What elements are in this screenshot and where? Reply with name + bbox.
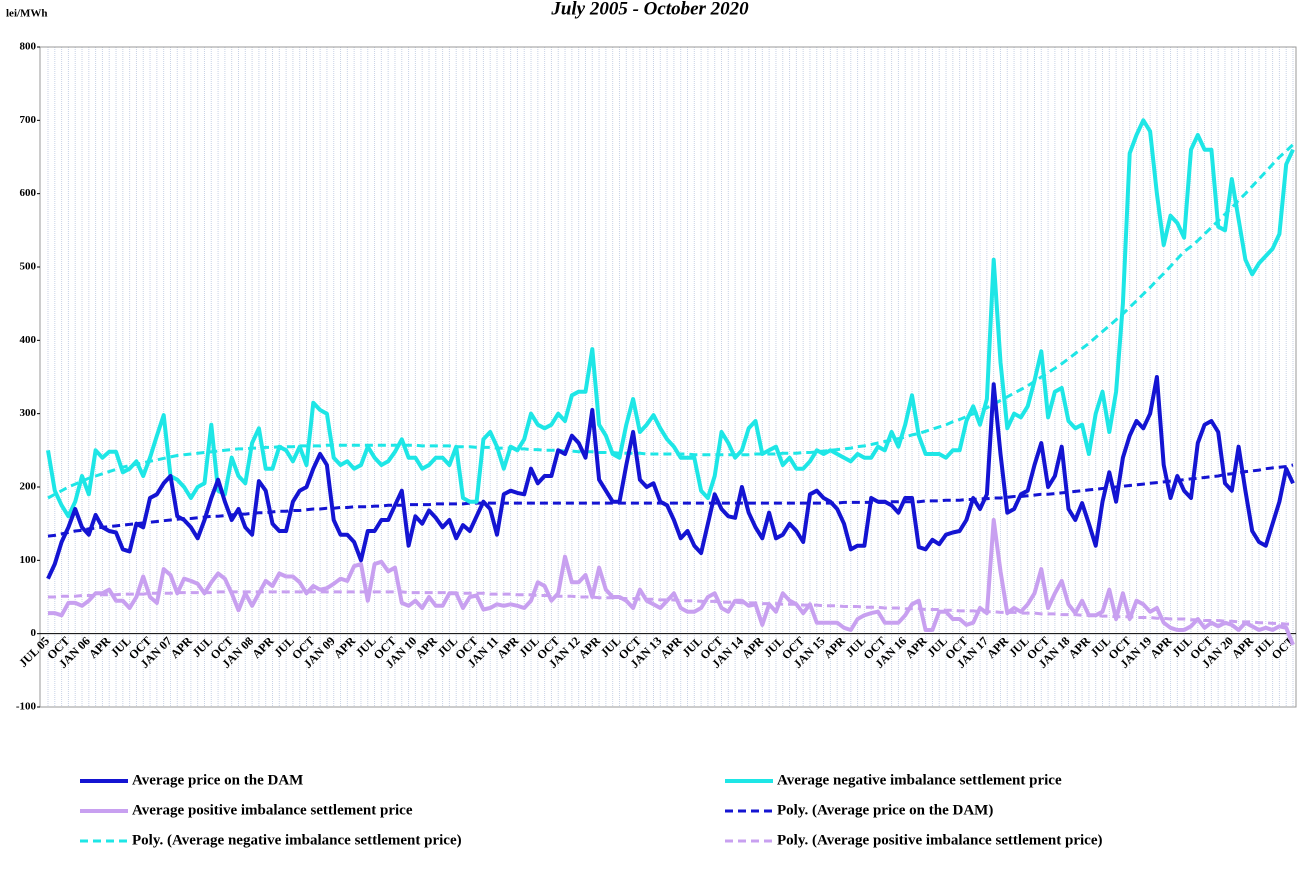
legend-label: Average price on the DAM [132,772,303,788]
legend-label: Average negative imbalance settlement pr… [777,772,1062,788]
y-tick-label: 600 [20,187,37,199]
trend-line [47,463,1294,538]
legend-label: Average positive imbalance settlement pr… [132,802,413,818]
y-tick-label: 300 [20,407,37,419]
series-line [46,375,1295,580]
chart-title: July 2005 - October 2020 [550,0,749,19]
trend-line [47,143,1295,500]
y-tick-label: 0 [31,627,37,639]
series-line [48,518,1295,646]
legend-label: Poly. (Average negative imbalance settle… [132,832,462,848]
y-tick-label: 200 [20,481,37,493]
legend-label: Poly. (Average price on the DAM) [777,802,993,818]
legend-label: Poly. (Average positive imbalance settle… [777,832,1102,848]
y-tick-label: -100 [16,701,37,713]
y-tick-label: 100 [20,554,37,566]
series-line [46,118,1295,519]
y-tick-label: 800 [20,41,37,53]
y-axis-label: lei/MWh [6,8,48,20]
y-tick-label: 400 [20,334,37,346]
y-tick-label: 500 [20,261,37,273]
plot-frame [39,46,1297,708]
y-tick-label: 700 [20,114,37,126]
